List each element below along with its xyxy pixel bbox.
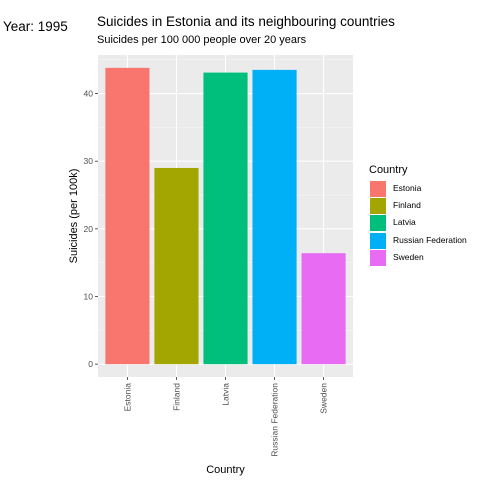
legend-label: Latvia — [393, 217, 416, 227]
x-axis-ticks: Estonia Finland Latvia Russian Federation Sw… — [122, 377, 329, 457]
y-tick-label: 20 — [84, 224, 94, 234]
y-tick-label: 30 — [84, 156, 94, 166]
x-axis-title: Country — [206, 464, 245, 476]
y-tick-label: 0 — [88, 359, 93, 369]
legend-swatch — [370, 250, 386, 266]
legend-label: Finland — [393, 200, 421, 210]
bar-sweden — [301, 253, 346, 365]
legend-swatch — [370, 215, 386, 231]
chart-title: Suicides in Estonia and its neighbouring… — [97, 14, 395, 29]
x-tick-label: Latvia — [221, 383, 231, 406]
y-axis-ticks: 0 10 20 30 40 — [84, 89, 98, 369]
x-tick-label: Finland — [171, 383, 181, 411]
year-label: Year: 1995 — [3, 19, 68, 34]
bar-latvia — [203, 72, 248, 365]
x-tick-label: Russian Federation — [270, 383, 280, 457]
legend-swatch — [370, 233, 386, 249]
x-tick-label: Sweden — [319, 383, 329, 414]
bar-finland — [154, 167, 199, 365]
chart-subtitle: Suicides per 100 000 people over 20 year… — [97, 34, 307, 46]
legend-title: Country — [369, 164, 408, 176]
y-tick-label: 40 — [84, 89, 94, 99]
y-axis-title: Suicides (per 100k) — [68, 169, 80, 264]
legend-label: Estonia — [393, 183, 422, 193]
y-tick-label: 10 — [84, 292, 94, 302]
legend-swatch — [370, 198, 386, 214]
bar-estonia — [105, 67, 150, 365]
legend-label: Russian Federation — [393, 235, 467, 245]
bars — [105, 67, 346, 365]
x-tick-label: Estonia — [122, 383, 132, 412]
legend-label: Sweden — [393, 252, 424, 262]
bar-russian-federation — [252, 69, 297, 365]
legend-swatch — [370, 181, 386, 197]
